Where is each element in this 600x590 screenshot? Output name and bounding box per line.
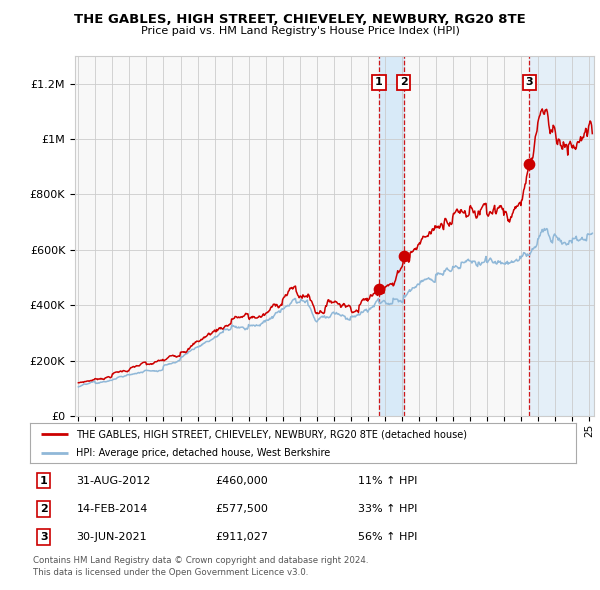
Text: Contains HM Land Registry data © Crown copyright and database right 2024.: Contains HM Land Registry data © Crown c…	[33, 556, 368, 565]
Text: Price paid vs. HM Land Registry's House Price Index (HPI): Price paid vs. HM Land Registry's House …	[140, 26, 460, 36]
Text: 1: 1	[375, 77, 383, 87]
Text: 30-JUN-2021: 30-JUN-2021	[76, 532, 147, 542]
Point	[374, 284, 384, 293]
Bar	[529, 56, 594, 416]
Text: 3: 3	[526, 77, 533, 87]
Text: £460,000: £460,000	[215, 476, 268, 486]
Text: 33% ↑ HPI: 33% ↑ HPI	[358, 504, 417, 514]
Text: This data is licensed under the Open Government Licence v3.0.: This data is licensed under the Open Gov…	[33, 568, 308, 576]
Text: 2: 2	[40, 504, 47, 514]
Text: 31-AUG-2012: 31-AUG-2012	[76, 476, 151, 486]
Point	[399, 251, 409, 261]
Text: HPI: Average price, detached house, West Berkshire: HPI: Average price, detached house, West…	[76, 448, 331, 458]
Text: 1: 1	[40, 476, 47, 486]
Text: £577,500: £577,500	[215, 504, 269, 514]
Text: 56% ↑ HPI: 56% ↑ HPI	[358, 532, 417, 542]
Text: 2: 2	[400, 77, 407, 87]
Text: 11% ↑ HPI: 11% ↑ HPI	[358, 476, 417, 486]
Bar	[379, 56, 404, 416]
Text: THE GABLES, HIGH STREET, CHIEVELEY, NEWBURY, RG20 8TE (detached house): THE GABLES, HIGH STREET, CHIEVELEY, NEWB…	[76, 430, 467, 440]
Text: THE GABLES, HIGH STREET, CHIEVELEY, NEWBURY, RG20 8TE: THE GABLES, HIGH STREET, CHIEVELEY, NEWB…	[74, 13, 526, 26]
Text: £911,027: £911,027	[215, 532, 269, 542]
Text: 3: 3	[40, 532, 47, 542]
Point	[524, 159, 534, 169]
Text: 14-FEB-2014: 14-FEB-2014	[76, 504, 148, 514]
